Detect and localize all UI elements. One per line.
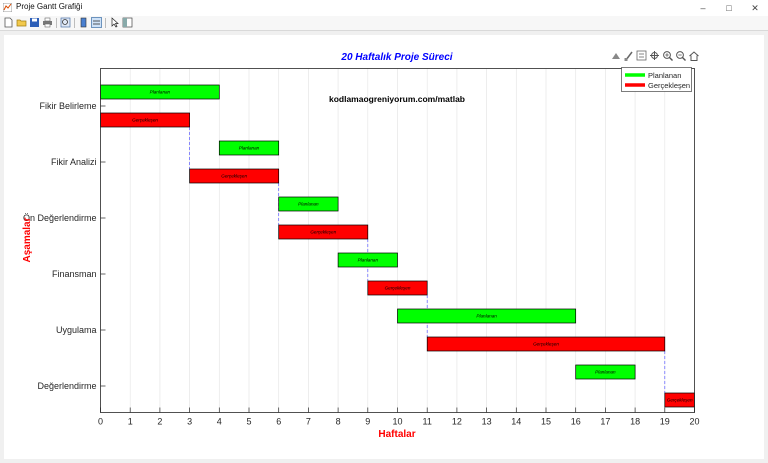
planned-bar xyxy=(397,308,577,324)
colorbar-icon[interactable] xyxy=(78,17,89,28)
x-tick-label: 4 xyxy=(217,417,222,427)
actual-bar xyxy=(426,336,666,352)
actual-bar-label: Gerçekleşen xyxy=(533,342,559,347)
minimize-icon[interactable]: – xyxy=(700,3,706,13)
zoom-in-icon[interactable] xyxy=(663,51,673,61)
x-tick-label: 0 xyxy=(98,417,103,427)
export-icon[interactable] xyxy=(612,53,620,59)
x-tick-label: 11 xyxy=(423,417,432,427)
figure-background xyxy=(4,35,764,459)
chart-annotation: kodlamaogreniyorum.com/matlab xyxy=(329,94,465,104)
planned-bar-label: Planlanan xyxy=(476,314,497,319)
legend[interactable]: Planlanan Gerçekleşen xyxy=(621,67,692,92)
x-tick-label: 20 xyxy=(689,417,699,427)
gantt-chart: 20 Haftalık Proje Süreci PlanlananGerçek… xyxy=(4,35,764,459)
zoom-icon[interactable] xyxy=(60,17,71,28)
y-tick-label: Fikir Analizi xyxy=(51,157,97,167)
close-icon[interactable]: ✕ xyxy=(751,3,759,13)
legend-entry-actual: Gerçekleşen xyxy=(648,81,690,90)
x-tick-label: 17 xyxy=(600,417,610,427)
x-gridlines xyxy=(129,68,666,413)
planned-bar xyxy=(575,364,636,380)
actual-bar-label: Gerçekleşen xyxy=(385,286,411,291)
planned-bar xyxy=(337,252,398,268)
actual-bar xyxy=(189,168,280,184)
new-figure-icon[interactable] xyxy=(3,17,14,28)
brush-icon[interactable] xyxy=(624,51,633,61)
x-tick-label: 9 xyxy=(365,417,370,427)
property-editor-icon[interactable] xyxy=(122,17,133,28)
y-tick-label: Ön Değerlendirme xyxy=(23,213,97,223)
x-tick-label: 10 xyxy=(392,417,402,427)
toolbar-separator xyxy=(56,18,57,28)
toolbar-separator xyxy=(105,18,106,28)
legend-icon[interactable] xyxy=(91,17,102,28)
y-tick-label: Değerlendirme xyxy=(37,381,96,391)
planned-bar-label: Planlanan xyxy=(358,258,379,263)
pan-icon[interactable] xyxy=(650,51,659,60)
x-tick-label: 12 xyxy=(452,417,462,427)
actual-bar-label: Gerçekleşen xyxy=(221,174,247,179)
y-axis-ticks: Fikir Belirleme Fikir Analizi Ön Değerlend… xyxy=(23,101,106,391)
y-tick-label: Finansman xyxy=(52,269,97,279)
planned-bar-label: Planlanan xyxy=(595,370,616,375)
planned-bar-label: Planlanan xyxy=(239,146,260,151)
home-icon[interactable] xyxy=(689,51,699,61)
y-axis-label: Aşamalar xyxy=(22,217,33,262)
x-axis-label: Haftalar xyxy=(378,429,415,440)
x-tick-label: 5 xyxy=(246,417,251,427)
matlab-figure-icon xyxy=(3,3,12,12)
x-tick-label: 15 xyxy=(541,417,551,427)
data-tips-icon[interactable] xyxy=(636,50,647,61)
gantt-bars: Planlanan Gerçekleşen Planlanan Gerçekleşen… xyxy=(100,84,695,408)
toolbar-separator xyxy=(74,18,75,28)
x-tick-label: 19 xyxy=(660,417,670,427)
planned-bar-label: Planlanan xyxy=(298,202,319,207)
actual-bar xyxy=(278,224,369,240)
pointer-icon[interactable] xyxy=(109,17,120,28)
x-tick-label: 3 xyxy=(187,417,192,427)
actual-bar-label: Gerçekleşen xyxy=(667,398,693,403)
x-tick-label: 7 xyxy=(306,417,311,427)
legend-box xyxy=(621,67,692,92)
actual-bar-label: Gerçekleşen xyxy=(310,230,336,235)
window-title: Proje Gantt Grafiği xyxy=(16,2,83,11)
planned-bar xyxy=(278,196,339,212)
x-tick-label: 8 xyxy=(336,417,341,427)
y-tick-label: Fikir Belirleme xyxy=(39,101,96,111)
chart-title: 20 Haftalık Proje Süreci xyxy=(340,52,452,63)
print-icon[interactable] xyxy=(42,17,53,28)
maximize-icon[interactable]: □ xyxy=(726,3,732,13)
figure-toolbar xyxy=(0,16,768,31)
x-axis-ticks: 0 1 2 3 4 5 6 7 8 9 10 11 12 13 14 15 16 17 18 19 20 xyxy=(98,407,700,427)
x-tick-label: 16 xyxy=(571,417,581,427)
actual-bar-label: Gerçekleşen xyxy=(132,118,158,123)
x-tick-label: 14 xyxy=(511,417,521,427)
open-file-icon[interactable] xyxy=(16,17,27,28)
planned-bar-label: Planlanan xyxy=(150,90,171,95)
save-icon[interactable] xyxy=(29,17,40,28)
zoom-out-icon[interactable] xyxy=(676,51,686,61)
y-tick-label: Uygulama xyxy=(56,325,97,335)
x-tick-label: 2 xyxy=(157,417,162,427)
x-tick-label: 18 xyxy=(630,417,640,427)
legend-entry-planned: Planlanan xyxy=(648,71,681,80)
planned-bar xyxy=(218,140,280,156)
x-tick-label: 6 xyxy=(276,417,281,427)
axes-toolbar xyxy=(612,50,699,61)
x-tick-label: 1 xyxy=(128,417,133,427)
actual-bar xyxy=(367,280,428,296)
x-tick-label: 13 xyxy=(482,417,492,427)
window-titlebar: Proje Gantt Grafiği – □ ✕ xyxy=(0,0,768,17)
